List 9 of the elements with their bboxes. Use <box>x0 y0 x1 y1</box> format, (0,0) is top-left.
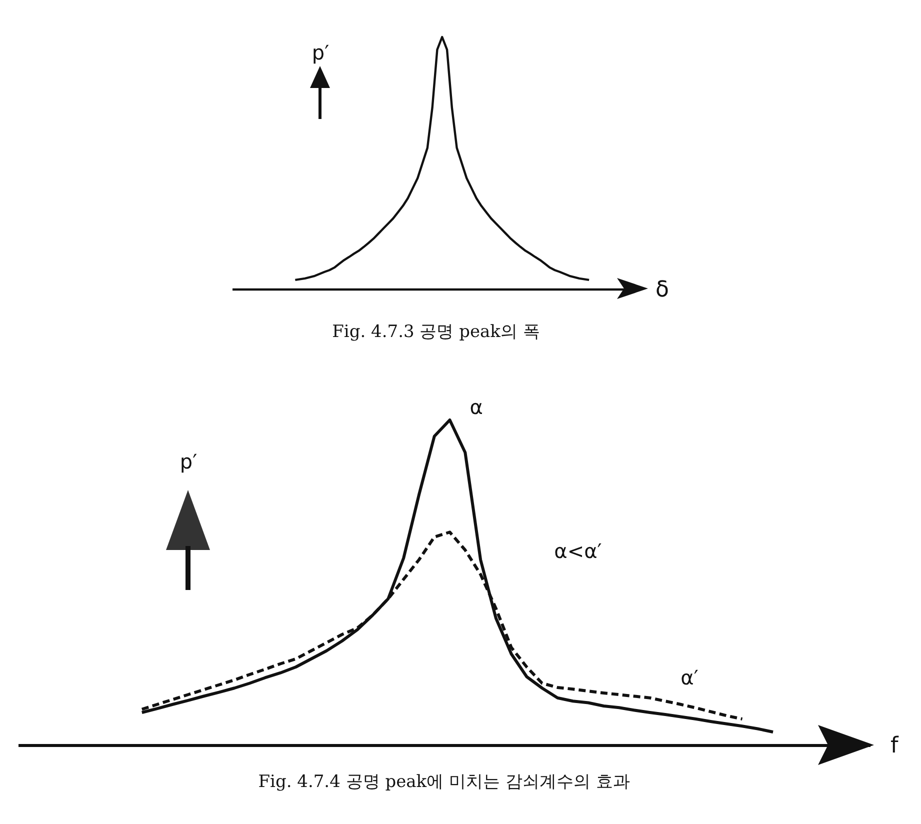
y-axis-title: p′ <box>180 450 198 474</box>
y-axis-title: p′ <box>312 40 330 64</box>
series-label: α′ <box>680 665 699 690</box>
text: Fig. 4.7.4 공명 peak에 미치는 감쇠계수의 효과 <box>258 772 630 792</box>
annotation: α<α′ <box>554 539 602 563</box>
x-axis-title: δ <box>656 278 669 302</box>
series-label: α <box>470 395 483 419</box>
x-axis-title: f <box>890 734 900 758</box>
text: Fig. 4.7.3 공명 peak의 폭 <box>332 322 540 342</box>
